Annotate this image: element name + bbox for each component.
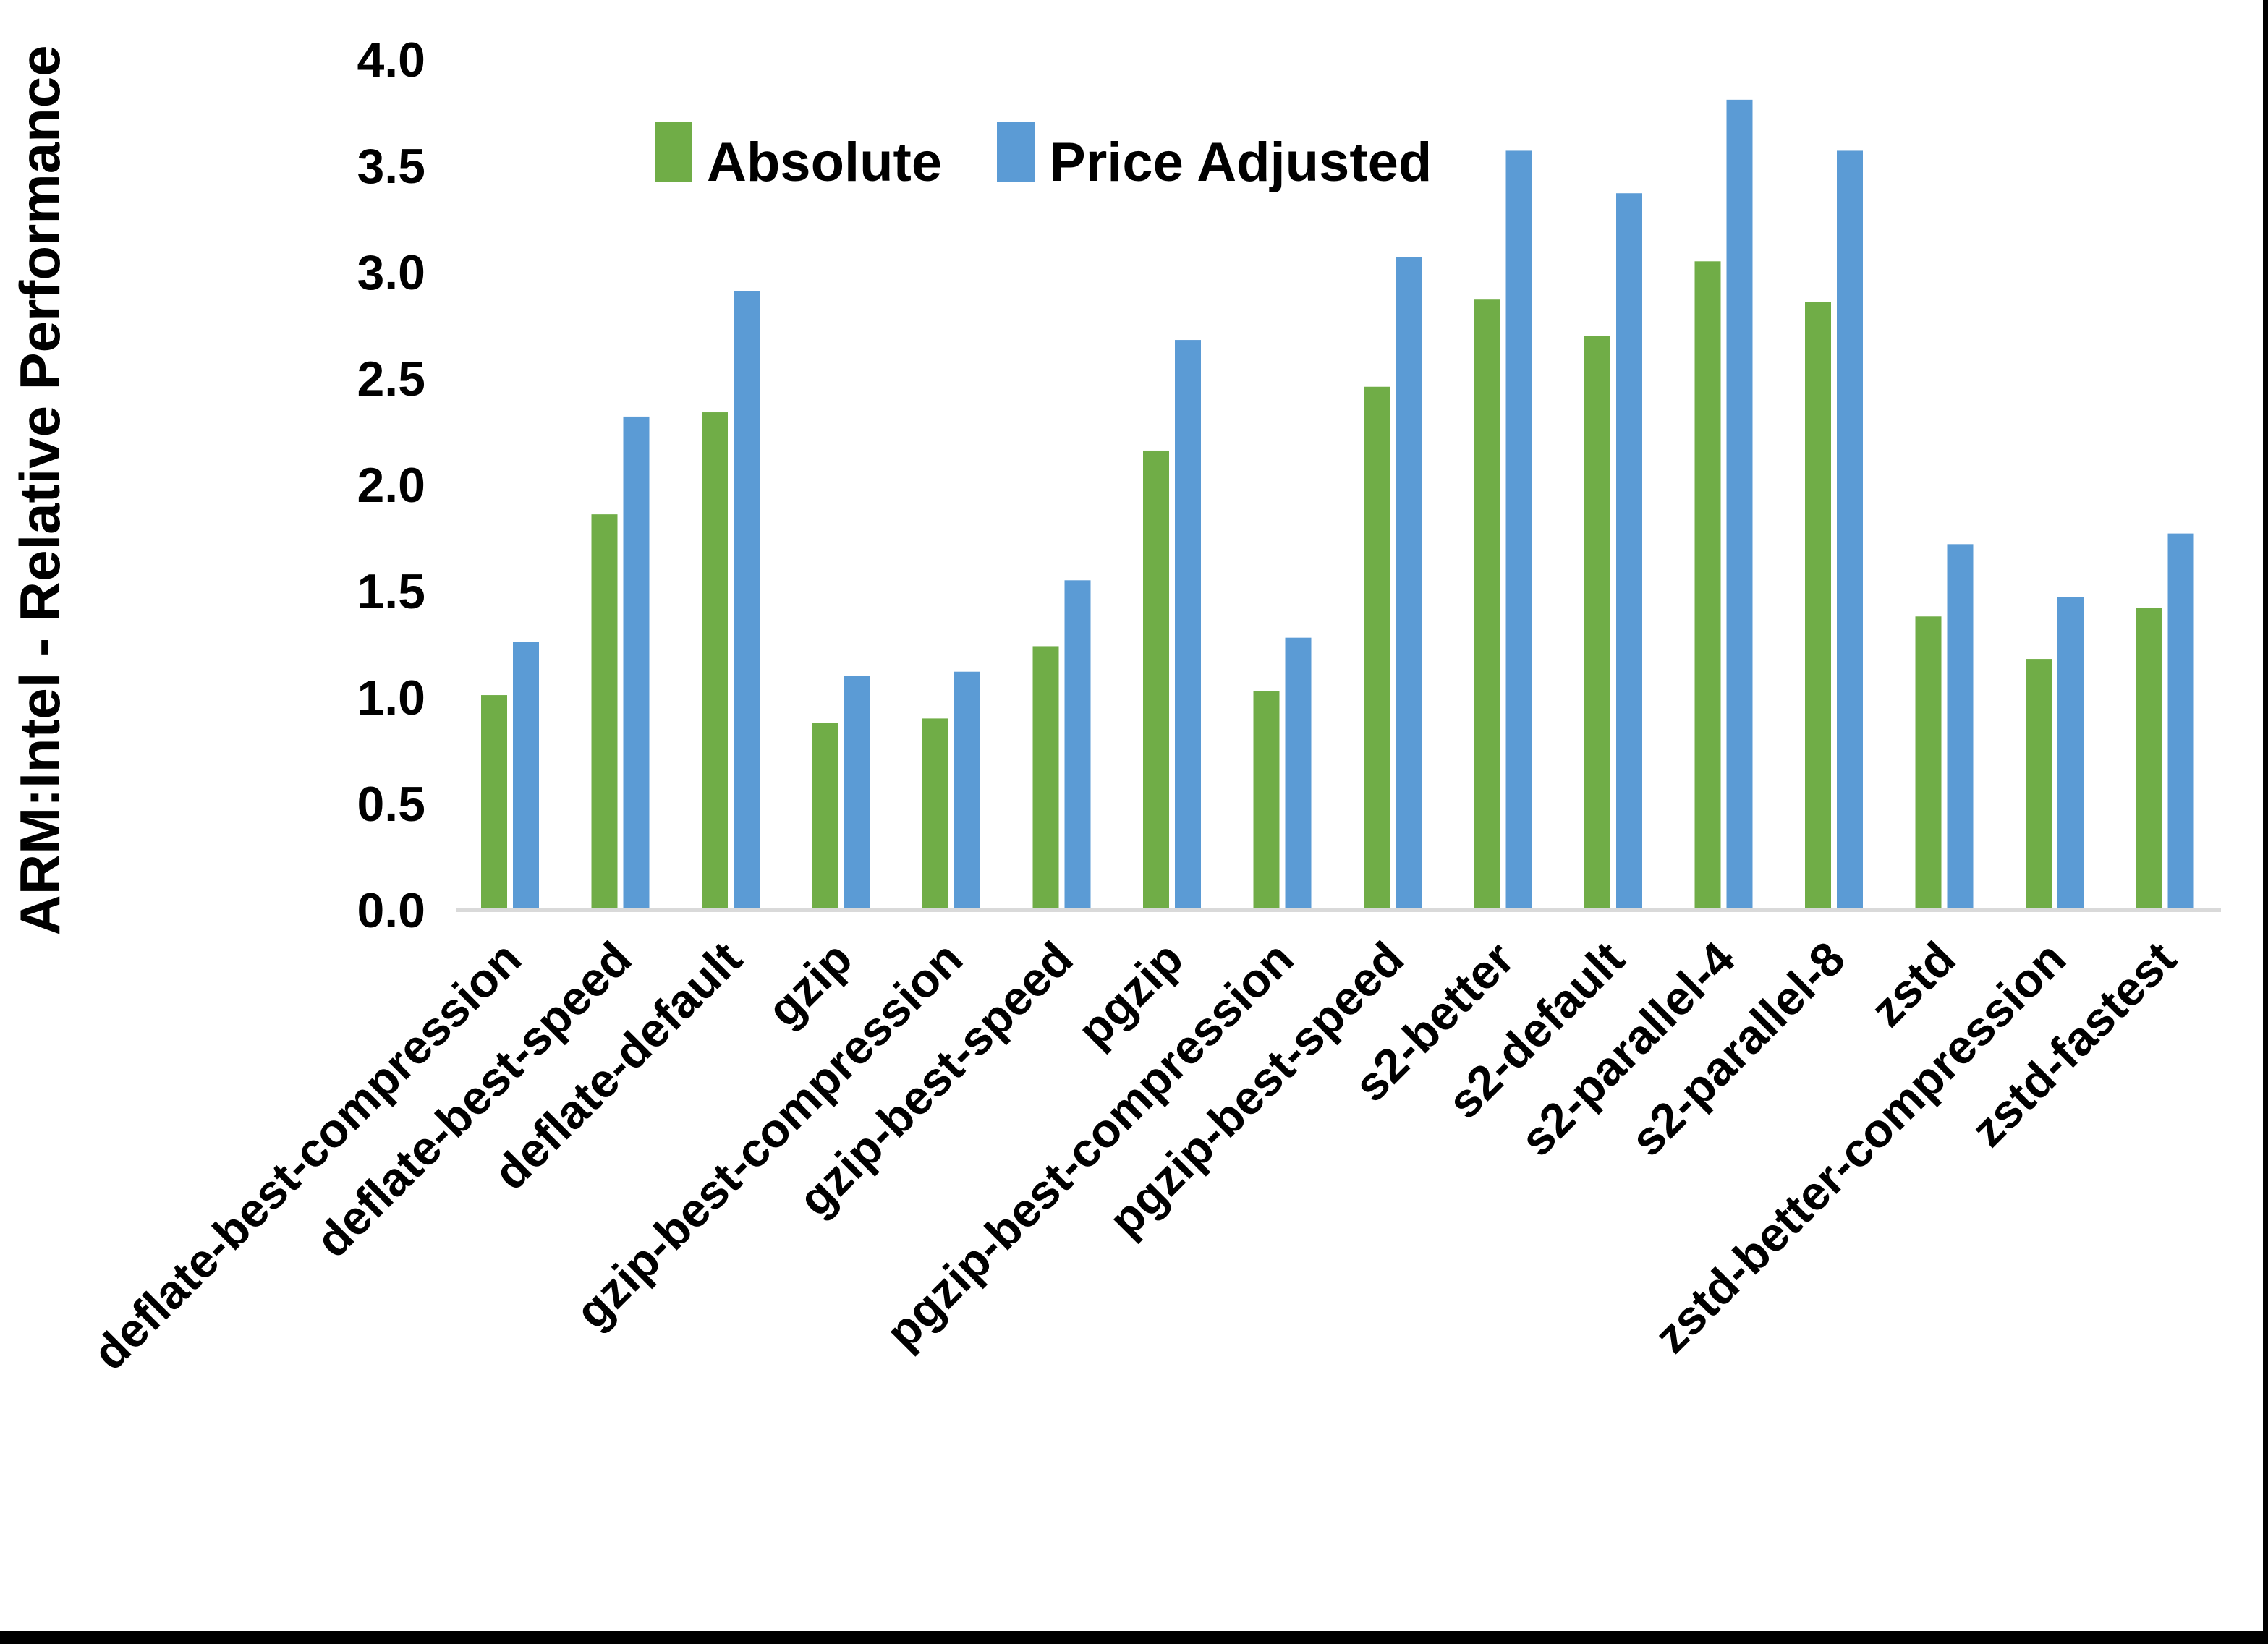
- bar-price-adjusted-gzip-best-speed: [1064, 580, 1091, 910]
- y-tick-label: 1.5: [357, 564, 425, 619]
- y-tick-label: 3.5: [357, 139, 425, 194]
- legend-swatch-icon: [655, 122, 692, 182]
- bar-price-adjusted-s2-default: [1616, 193, 1642, 911]
- bar-price-adjusted-pgzip: [1175, 340, 1201, 911]
- bar-absolute-gzip-best-speed: [1032, 646, 1059, 910]
- bar-price-adjusted-pgzip-best-compression: [1285, 637, 1312, 910]
- bar-price-adjusted-zstd: [1947, 544, 1974, 910]
- y-axis-title: ARM:Intel - Relative Performance: [8, 46, 72, 936]
- y-tick-label: 3.0: [357, 245, 425, 300]
- bar-price-adjusted-s2-parallel-4: [1726, 99, 1753, 911]
- legend: Absolute Price Adjusted: [655, 122, 1432, 193]
- y-tick-label: 2.5: [357, 352, 425, 406]
- y-tick-label: 4.0: [357, 33, 425, 88]
- bar-absolute-deflate-best-speed: [591, 514, 618, 910]
- bar-absolute-zstd: [1915, 616, 1942, 910]
- bar-price-adjusted-gzip: [844, 676, 870, 910]
- y-tick-label: 0.0: [357, 883, 425, 938]
- bar-absolute-gzip: [812, 723, 838, 910]
- bar-absolute-s2-parallel-8: [1805, 302, 1831, 910]
- bar-price-adjusted-deflate-default: [734, 291, 760, 911]
- legend-item-price-adjusted: Price Adjusted: [997, 122, 1432, 193]
- bar-absolute-s2-parallel-4: [1694, 261, 1721, 910]
- bar-price-adjusted-deflate-best-compression: [513, 642, 539, 910]
- y-axis-tick-labels: 0.0 0.5 1.0 1.5 2.0 2.5 3.0 3.5 4.0: [357, 33, 425, 938]
- bar-absolute-pgzip-best-compression: [1253, 691, 1280, 910]
- bar-absolute-zstd-better-compression: [2026, 659, 2052, 910]
- bar-price-adjusted-pgzip-best-speed: [1396, 257, 1422, 910]
- bar-price-adjusted-s2-parallel-8: [1837, 150, 1863, 910]
- bar-price-adjusted-s2-better: [1505, 150, 1532, 910]
- bar-price-adjusted-zstd-fastest: [2167, 533, 2194, 910]
- bar-absolute-s2-default: [1584, 336, 1610, 910]
- legend-label: Price Adjusted: [1049, 132, 1432, 193]
- y-tick-label: 0.5: [357, 777, 425, 832]
- bar-price-adjusted-deflate-best-speed: [623, 416, 650, 910]
- plot-area: [481, 99, 2194, 911]
- screenshot-bottom-border: [0, 1631, 2268, 1644]
- legend-swatch-icon: [997, 122, 1035, 182]
- bar-absolute-deflate-best-compression: [481, 695, 507, 910]
- y-tick-label: 2.0: [357, 458, 425, 513]
- y-tick-label: 1.0: [357, 670, 425, 725]
- bar-absolute-s2-better: [1474, 299, 1500, 911]
- bar-price-adjusted-zstd-better-compression: [2057, 597, 2084, 910]
- x-category-label: deflate-best-compression: [82, 932, 531, 1380]
- bar-absolute-deflate-default: [702, 412, 728, 910]
- x-axis-category-labels: deflate-best-compressiondeflate-best-spe…: [82, 931, 2186, 1379]
- legend-item-absolute: Absolute: [655, 122, 942, 193]
- screenshot-right-border: [2263, 0, 2268, 1644]
- bar-absolute-pgzip-best-speed: [1364, 386, 1390, 910]
- bar-absolute-gzip-best-compression: [922, 718, 948, 910]
- legend-label: Absolute: [707, 132, 942, 193]
- bar-absolute-pgzip: [1143, 450, 1169, 910]
- bar-price-adjusted-gzip-best-compression: [954, 671, 980, 910]
- bar-absolute-zstd-fastest: [2136, 608, 2162, 910]
